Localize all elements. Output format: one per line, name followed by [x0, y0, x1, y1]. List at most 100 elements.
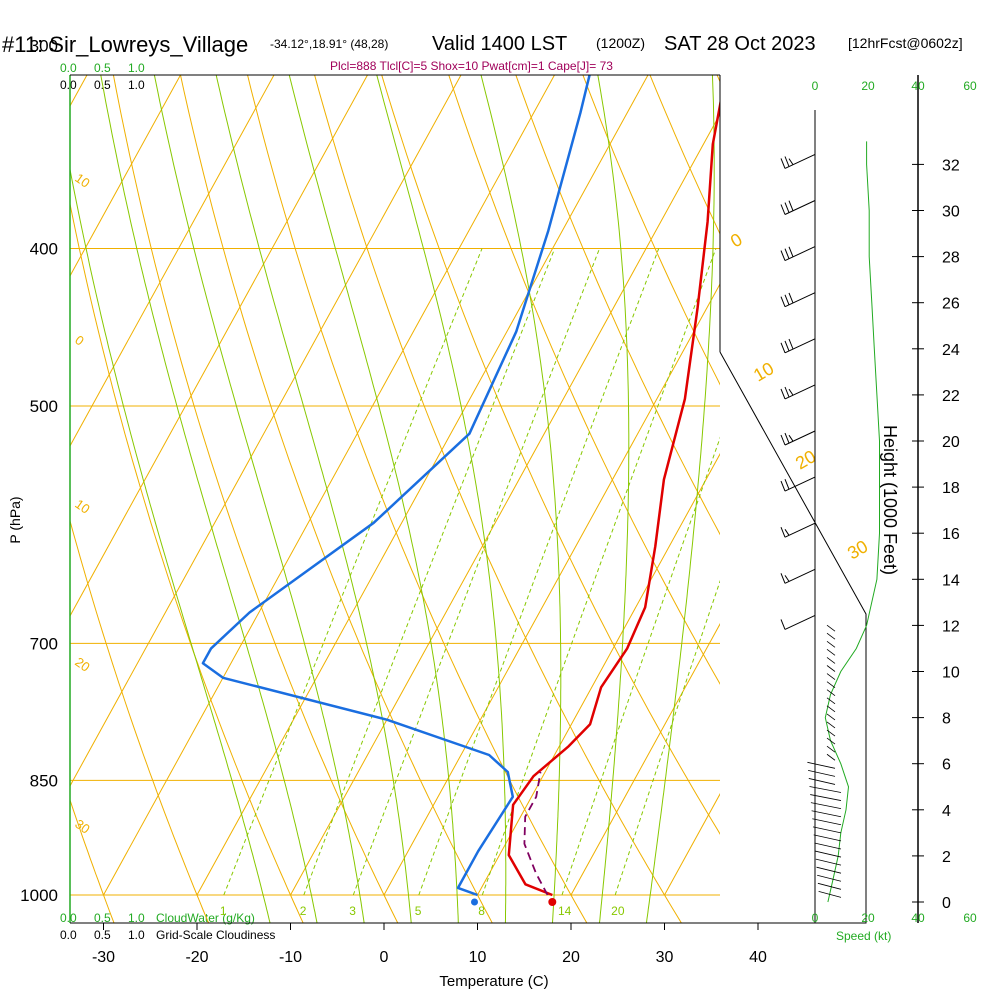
height-tick-label-0: 0 [942, 895, 951, 912]
wind-barb-24 [780, 338, 816, 354]
x-tick-label--10: -10 [279, 949, 302, 966]
mixing-ratio-2 [303, 248, 556, 896]
moist-adiabat-15 [376, 75, 507, 923]
p-tick-label-700: 700 [30, 634, 58, 653]
x-tick-label-0: 0 [380, 949, 389, 966]
wind-barb-20 [780, 430, 816, 446]
height-tick-label-2: 2 [942, 849, 951, 866]
dry-adiabat-0 [112, 75, 399, 923]
wind-barb-flag-full [780, 573, 786, 584]
moist-adiabat-10 [288, 75, 459, 923]
station-title: #11: Sir_Lowreys_Village [2, 32, 248, 57]
x-tick-label-10: 10 [469, 949, 487, 966]
isotherm--20 [196, 75, 649, 896]
wind-barb-flag-full [780, 250, 786, 261]
x-tick-label-40: 40 [749, 949, 767, 966]
wind-barb-12 [780, 614, 816, 630]
cloudiness-scale-bottom-2: 1.0 [128, 928, 145, 942]
height-tick-label-20: 20 [942, 434, 960, 451]
low-level-wind-barb [808, 778, 836, 785]
wind-barb-staff [784, 384, 816, 400]
wind-barb-flag-full [780, 434, 786, 446]
dry-adiabat-80 [649, 75, 720, 236]
wind-barb-flag-full [784, 202, 790, 213]
low-level-wind-barb [813, 834, 842, 842]
wind-barb-staff [784, 522, 816, 538]
low-level-wind-barb [826, 665, 836, 672]
cloudiness-label: Grid-Scale Cloudiness [156, 928, 275, 942]
height-tick-label-4: 4 [942, 803, 951, 820]
dry-adiabat-40 [381, 75, 720, 835]
low-level-wind-barb [809, 786, 842, 793]
station-coords: -34.12°,18.91° (48,28) [270, 37, 388, 51]
moist-adiabat--10 [70, 166, 271, 923]
low-level-wind-barb [815, 858, 842, 866]
pressure-axis: 2503004005007008501000 [20, 37, 58, 905]
mixing-ratio-label-5: 5 [415, 904, 422, 918]
wind-barb-30 [780, 200, 816, 215]
wind-barb-16 [780, 522, 816, 538]
wind-barb-staff [784, 153, 816, 169]
height-tick-label-28: 28 [942, 250, 960, 267]
mixing-ratio-label-20: 20 [611, 904, 625, 918]
dry-adiabat-10 [179, 75, 493, 923]
moist-adiabat-5 [215, 75, 412, 923]
wind-barb-14 [780, 568, 816, 584]
cloudwater-scale-bottom-1: 0.5 [94, 911, 111, 925]
wind-barb-flag-half [788, 388, 794, 396]
wind-barb-staff [784, 200, 816, 215]
low-level-wind-barb [826, 673, 836, 680]
moist-adiabat--5 [100, 75, 318, 923]
mixing-ratio-label-14: 14 [558, 904, 572, 918]
low-level-wind-barb [826, 657, 836, 664]
x-tick-label--30: -30 [92, 949, 115, 966]
low-level-wind-barb [808, 769, 836, 777]
wind-barb-flag-full [784, 340, 790, 352]
wind-speed-profile [824, 141, 880, 903]
isotherm--30 [103, 75, 556, 896]
isotherm-10 [477, 453, 720, 896]
p-tick-label-300: 300 [30, 37, 58, 56]
dry-adiabat--10 [70, 201, 304, 923]
wind-barb-22 [780, 384, 816, 400]
mixing-ratio-20 [614, 579, 720, 896]
isotherm--70 [70, 75, 182, 277]
low-level-wind-barb [818, 891, 842, 898]
wind-barb-staff [784, 292, 816, 308]
cloudiness-scale-bottom-0: 0.0 [60, 928, 77, 942]
low-level-wind-barb [807, 761, 836, 769]
wind-barb-flag-half [788, 158, 794, 165]
isotherm-20 [570, 623, 720, 896]
dry-adiabat-90 [716, 75, 720, 83]
dry-adiabat-30 [314, 75, 682, 923]
dry-adiabat-130 [891, 0, 1000, 929]
x-axis: -30 -20 -10 0 10 20 30 40 [92, 923, 767, 966]
height-tick-label-16: 16 [942, 526, 960, 543]
moist-adiabat-20 [480, 75, 562, 923]
cloudwater-scale-top-2: 1.0 [128, 61, 145, 75]
low-level-wind-barb [810, 802, 842, 810]
low-level-wind-barb [817, 882, 842, 890]
wind-barb-staff [784, 338, 816, 354]
low-level-wind-barb [826, 697, 836, 705]
wind-barb-flag-full [784, 479, 790, 490]
low-level-wind-barb [826, 737, 836, 745]
low-level-wind-barb [815, 850, 842, 858]
height-axis-label: Height (1000 Feet) [880, 425, 900, 575]
valid-time: Valid 1400 LST [432, 33, 567, 55]
cloudwater-label: CloudWater (g/Kg) [156, 911, 255, 925]
moist-adiabat-30 [645, 75, 715, 923]
height-tick-label-8: 8 [942, 711, 951, 728]
wind-barb-flag-full [784, 156, 790, 167]
moist-adiabat-0 [153, 75, 365, 923]
mixing-ratio-3 [352, 248, 600, 896]
moist-adiabat-25 [597, 75, 630, 923]
zulu-time: (1200Z) [596, 35, 645, 51]
low-level-wind-barb [826, 721, 836, 729]
isotherm--80 [70, 75, 88, 107]
wind-barb-flag-full [780, 204, 786, 215]
wind-barb-flag-full [780, 480, 786, 492]
wind-panel-outline [719, 351, 867, 924]
low-level-wind-barb [826, 681, 836, 688]
wind-barb-staff [784, 430, 816, 446]
